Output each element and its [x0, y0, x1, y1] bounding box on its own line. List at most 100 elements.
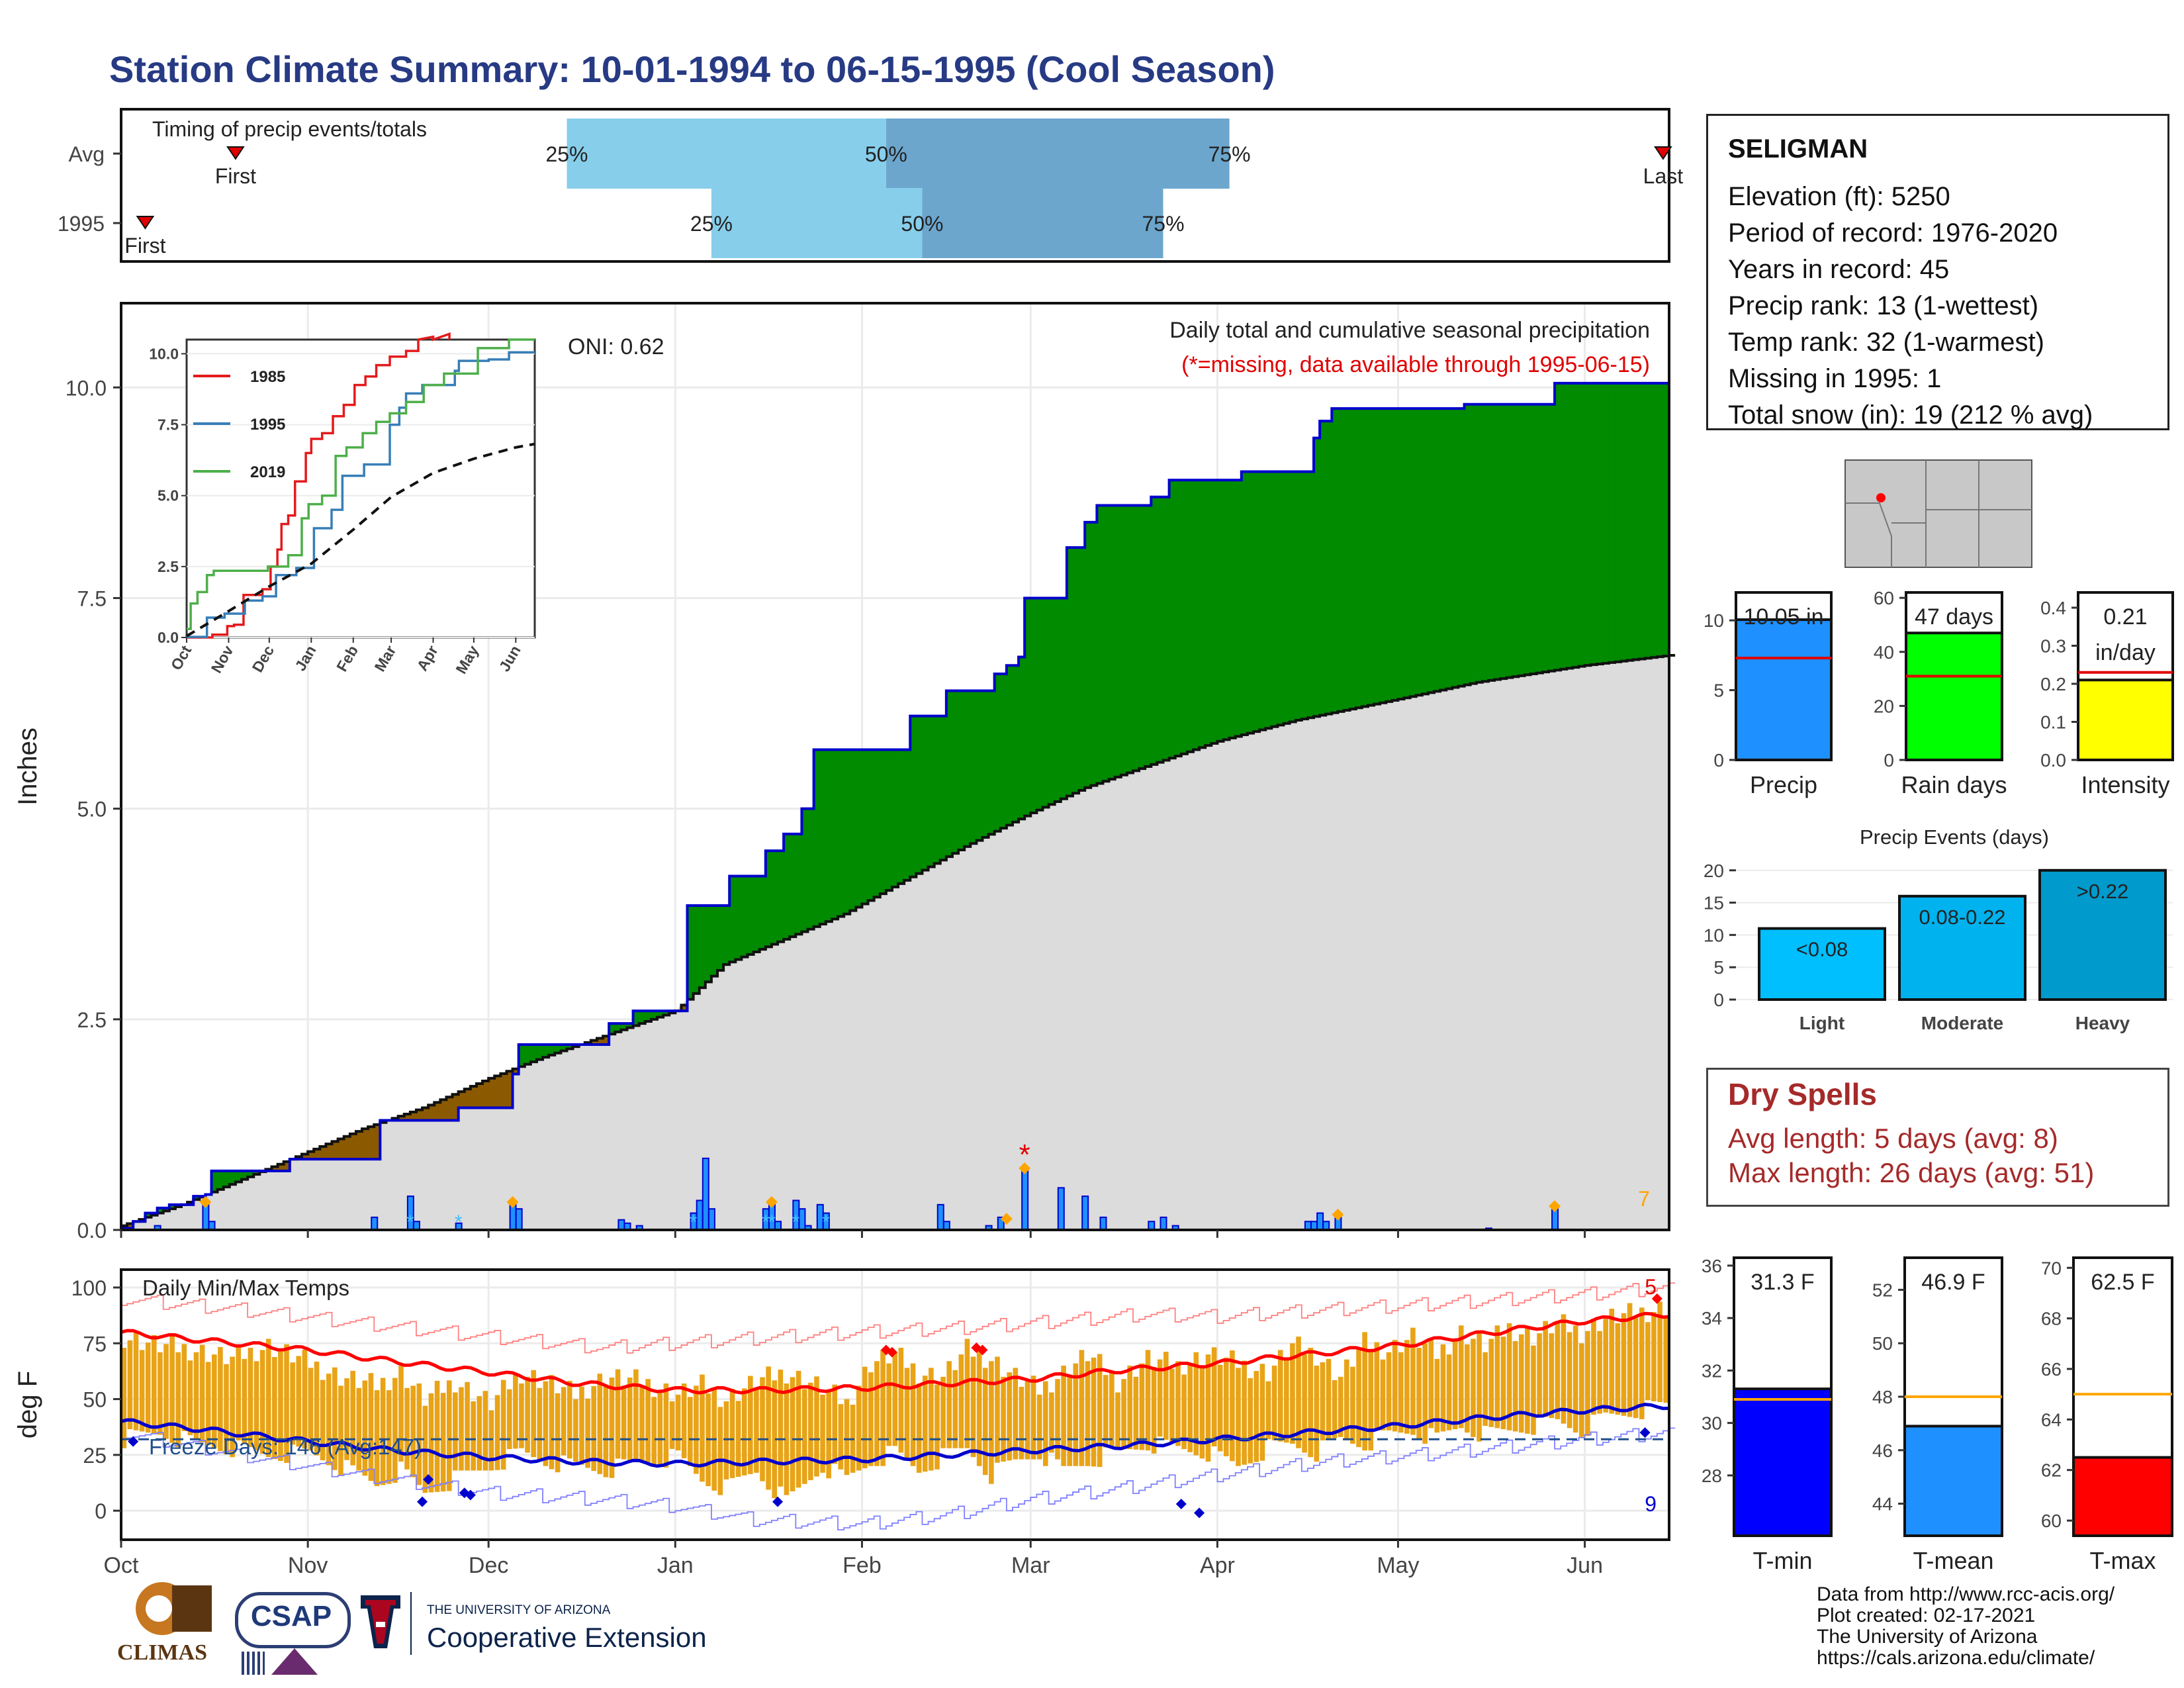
precip-above-avg-fill — [1048, 598, 1056, 805]
precip-above-avg-fill — [1157, 496, 1164, 763]
temp-daily-bar — [1145, 1350, 1151, 1451]
rain-days-bar — [1905, 632, 2003, 761]
precip-above-avg-fill — [1488, 404, 1495, 680]
temp-y-tick-label: 50 — [83, 1388, 107, 1412]
precip-above-avg-fill — [844, 749, 850, 914]
precip-below-avg-fill — [326, 1144, 333, 1160]
temp-daily-bar — [398, 1365, 404, 1462]
temp-daily-bar — [1007, 1372, 1012, 1461]
precip-above-avg-fill — [524, 1045, 531, 1064]
precip-event-marker — [506, 1196, 519, 1208]
precip-above-avg-fill — [1241, 471, 1248, 735]
timing-first-marker — [226, 146, 245, 160]
intensity-tick-label: 0.2 — [2040, 674, 2066, 694]
precip-below-avg-fill — [355, 1131, 363, 1160]
temp-daily-bar — [1380, 1359, 1386, 1430]
precip-above-avg-fill — [964, 690, 971, 847]
dry-spells-avg: Avg length: 5 days (avg: 8) — [1728, 1123, 2058, 1154]
precip-above-avg-fill — [1567, 383, 1573, 669]
timing-q50-label: 50% — [901, 212, 943, 236]
precip-above-avg-fill — [1217, 480, 1224, 741]
temp-daily-bar — [1452, 1340, 1458, 1430]
precip-above-avg-fill — [1590, 383, 1598, 665]
precip-below-avg-fill — [362, 1129, 369, 1160]
temp-title: Daily Min/Max Temps — [142, 1276, 349, 1300]
temp-daily-bar — [1121, 1379, 1126, 1449]
temp-daily-bar — [591, 1386, 596, 1472]
temp-daily-bar — [886, 1363, 891, 1446]
temp-daily-bar — [404, 1387, 410, 1470]
temp-daily-bar — [1488, 1338, 1494, 1427]
precip-above-avg-fill — [1193, 480, 1200, 750]
precip-total-tick-label: 10 — [1704, 610, 1724, 631]
precip-above-avg-fill — [217, 1170, 224, 1190]
temp-daily-bar — [308, 1368, 314, 1451]
station-temp-rank: Temp rank: 32 (1-warmest) — [1728, 328, 2044, 357]
precip-above-avg-fill — [1006, 665, 1013, 825]
temp-daily-bar — [368, 1373, 374, 1481]
temp-cold-count: 9 — [1645, 1492, 1657, 1516]
precip-below-avg-fill — [590, 1040, 598, 1045]
precip-below-avg-fill — [446, 1097, 453, 1121]
precip-above-avg-fill — [223, 1170, 230, 1188]
intensity-bar — [2077, 679, 2174, 761]
temp-daily-bar — [880, 1350, 886, 1466]
precip-below-avg-fill — [398, 1116, 405, 1121]
precip-above-avg-fill — [549, 1045, 555, 1055]
map-state-borders — [1845, 460, 2032, 567]
temp-daily-bar — [1362, 1332, 1367, 1451]
temp-daily-bar — [1277, 1350, 1283, 1442]
precip-event-marker — [1549, 1200, 1561, 1213]
ua-logo-divider — [410, 1592, 412, 1655]
precip-below-avg-fill — [368, 1127, 375, 1160]
temp-daily-bar — [790, 1377, 796, 1491]
intensity-axis-label: Intensity — [2081, 771, 2169, 798]
temp-daily-bar — [585, 1398, 590, 1468]
temp-daily-bar — [326, 1374, 332, 1466]
temp-daily-bar — [573, 1399, 578, 1462]
precip-above-avg-fill — [1181, 480, 1188, 754]
temp-x-tick-label: Oct — [104, 1553, 139, 1578]
temp-daily-bar — [1049, 1392, 1054, 1453]
precip-above-avg-fill — [1205, 480, 1212, 746]
precip-above-avg-fill — [759, 876, 766, 950]
temp-daily-bar — [1609, 1309, 1615, 1414]
dry-spells-title: Dry Spells — [1728, 1077, 1877, 1111]
temp-mean-tick-label: 50 — [1872, 1333, 1893, 1354]
precip-above-avg-fill — [1211, 480, 1218, 743]
precip-above-avg-fill — [1542, 404, 1549, 673]
temp-daily-bar — [1356, 1349, 1361, 1448]
temp-daily-bar — [205, 1362, 211, 1446]
csap-logo: CSAP — [232, 1585, 351, 1678]
precip-above-avg-fill — [891, 749, 899, 887]
precip-above-avg-fill — [169, 1204, 176, 1209]
temp-daily-bar — [1314, 1365, 1320, 1462]
precip-below-avg-fill — [428, 1105, 435, 1121]
rain-days-tick-label: 40 — [1874, 642, 1894, 663]
temp-daily-bar — [1572, 1325, 1578, 1433]
temp-min-tick-label: 32 — [1702, 1360, 1722, 1381]
station-precip-rank: Precip rank: 13 (1-wettest) — [1728, 291, 2039, 320]
precip-above-avg-fill — [862, 749, 869, 904]
temp-daily-bar — [1434, 1358, 1440, 1433]
precip-below-avg-fill — [596, 1038, 604, 1045]
precip-above-avg-fill — [1398, 408, 1405, 700]
inset-legend-label: 1995 — [250, 416, 285, 434]
precip-above-avg-fill — [1662, 383, 1670, 657]
precip-below-avg-fill — [500, 1073, 508, 1108]
temp-daily-bar — [1639, 1307, 1645, 1419]
temp-daily-bar — [609, 1377, 615, 1478]
credit-plot-date: Plot created: 02-17-2021 — [1817, 1605, 2036, 1626]
rain-days-tick-label: 20 — [1874, 696, 1894, 716]
precip-above-avg-fill — [819, 749, 827, 924]
precip-above-avg-fill — [1253, 471, 1260, 732]
temp-daily-bar — [801, 1389, 807, 1484]
precip-above-avg-fill — [242, 1170, 248, 1180]
precip-daily-bar — [798, 1208, 806, 1231]
precip-above-avg-fill — [753, 876, 760, 952]
timing-last-label: Last — [1643, 164, 1684, 188]
precip-above-avg-fill — [1235, 480, 1242, 737]
precip-above-avg-fill — [248, 1170, 254, 1177]
temp-max-axis-label: T-max — [2089, 1547, 2156, 1574]
temp-daily-bar — [784, 1383, 790, 1495]
